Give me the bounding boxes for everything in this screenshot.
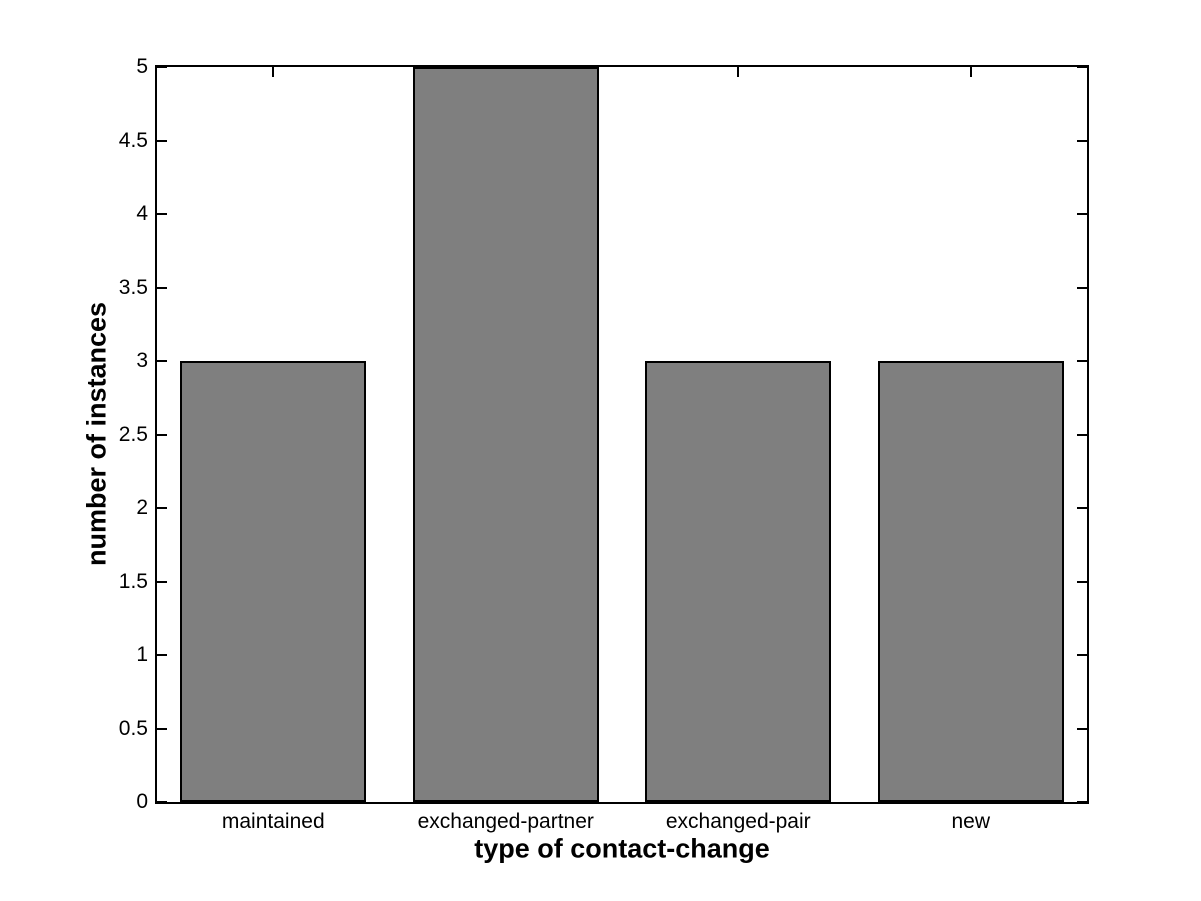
y-tick-label: 5 [136,55,148,78]
y-tick-label: 2 [136,496,148,519]
x-axis-label: type of contact-change [474,833,770,864]
y-tick-mark-right [1077,286,1087,289]
y-tick-mark-right [1077,213,1087,215]
y-tick-mark-left [157,139,167,142]
y-tick-mark-right [1077,654,1087,656]
y-tick-mark-right [1077,727,1087,730]
y-tick-mark-left [157,727,167,730]
y-tick-mark-left [157,654,167,656]
y-tick-mark-left [157,801,167,803]
y-tick-label: 2.5 [118,422,148,446]
x-tick-label: exchanged-pair [665,810,811,833]
y-tick-mark-left [157,213,167,215]
y-tick-mark-left [157,507,167,509]
y-tick-mark-right [1077,66,1087,68]
x-tick-label: new [951,810,991,833]
plot-area: 0 0.5 1 1.5 2 2.5 3 3.5 4 4.5 5 maintained exchanged… [119,55,1089,833]
y-tick-mark-left [157,433,167,436]
y-tick-label: 1 [136,643,148,666]
y-tick-label: 1.5 [118,569,148,593]
y-tick-mark-right [1077,360,1087,362]
bar [412,67,599,802]
y-axis-label: number of instances [81,301,112,567]
y-tick-label: 4 [136,202,148,225]
y-tick-mark-left [157,66,167,68]
y-tick-mark-left [157,580,167,583]
bar [877,361,1064,802]
y-tick-mark-left [157,286,167,289]
y-tick-mark-right [1077,801,1087,803]
x-tick-mark-top [969,67,972,77]
y-tick-mark-right [1077,580,1087,583]
y-tick-mark-right [1077,433,1087,436]
y-tick-label: 0.5 [118,716,148,740]
bar [180,361,367,802]
y-tick-mark-right [1077,507,1087,509]
bar [645,361,832,802]
x-tick-mark-top [737,67,740,77]
y-tick-label: 4.5 [118,128,148,152]
x-tick-label: maintained [221,810,325,833]
y-tick-label: 3 [136,349,148,372]
y-tick-label: 0 [136,790,148,813]
y-tick-mark-left [157,360,167,362]
x-tick-label: exchanged-partner [417,810,594,833]
x-tick-mark-top [272,67,275,77]
y-tick-mark-right [1077,139,1087,142]
y-tick-label: 3.5 [118,275,148,299]
